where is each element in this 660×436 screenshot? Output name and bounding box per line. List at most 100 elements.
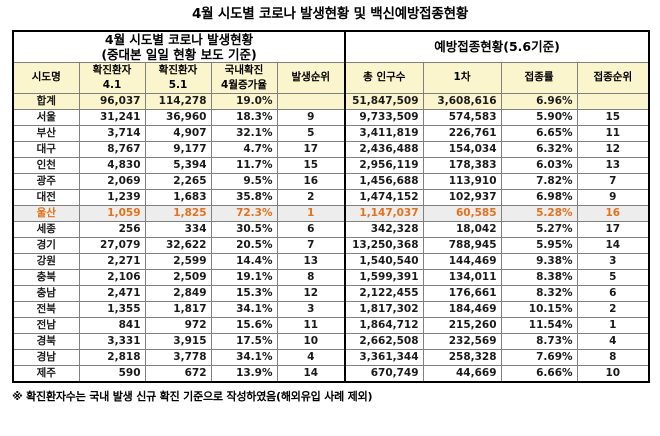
cell-growth: 72.3% [210,204,278,222]
cell-vacc-rank: 16 [576,204,651,222]
cell-vacc-rate: 6.32% [500,140,578,158]
col-header-vacc-rate-label: 접종률 [524,71,554,84]
cell-population: 1,540,540 [344,252,424,270]
cell-region: 경기 [12,236,80,254]
cell-vacc-rank: 5 [576,268,651,286]
cell-vacc-rank: 10 [576,364,651,383]
cell-case-rank: 9 [276,108,347,126]
cell-case-rank: 15 [276,156,347,174]
cell-vacc-rank: 6 [576,284,651,302]
col-header-vacc-rank: 접종순위 [576,61,651,94]
cell-population: 1,817,302 [344,300,424,318]
cell-population: 51,847,509 [344,92,424,110]
cell-growth: 19.0% [210,92,278,110]
col-header-cases-0501: 확진환자 5.1 [144,61,212,94]
cell-growth: 30.5% [210,220,278,238]
cell-growth: 34.1% [210,348,278,366]
cell-cases-0501: 672 [144,364,212,383]
col-header-dose1: 1차 [422,61,502,94]
cell-population: 1,864,712 [344,316,424,334]
cell-cases-0501: 4,907 [144,124,212,142]
table-row: 경북 3,331 3,915 17.5% 10 2,662,508 232,569 8.73%… [12,332,651,350]
table-row: 합계 96,037 114,278 19.0% 51,847,509 3,608,616 6… [12,92,651,110]
cell-vacc-rate: 5.27% [500,220,578,238]
cell-region: 전북 [12,300,80,318]
cell-cases-0401: 590 [78,364,146,383]
cell-growth: 20.5% [210,236,278,254]
cell-region: 광주 [12,172,80,190]
cell-region: 강원 [12,252,80,270]
table-row: 세종 256 334 30.5% 6 342,328 18,042 5.27% 17 [12,220,651,238]
cell-case-rank [276,92,347,110]
cell-vacc-rate: 6.03% [500,156,578,174]
table-row: 부산 3,714 4,907 32.1% 5 3,411,819 226,761 6.65% 1… [12,124,651,142]
col-header-cases-0401-sub: 4.1 [102,78,122,91]
cell-cases-0501: 1,817 [144,300,212,318]
cell-population: 2,122,455 [344,284,424,302]
col-header-vacc-rate: 접종률 [500,61,578,94]
cell-cases-0501: 3,915 [144,332,212,350]
cell-growth: 11.7% [210,156,278,174]
cell-population: 13,250,368 [344,236,424,254]
cell-cases-0501: 3,778 [144,348,212,366]
cell-growth: 35.8% [210,188,278,206]
cell-case-rank: 6 [276,220,347,238]
cell-population: 2,956,119 [344,156,424,174]
col-header-growth-label: 국내확진 [224,63,264,76]
cell-cases-0401: 2,271 [78,252,146,270]
cell-population: 2,436,488 [344,140,424,158]
table-row: 충북 2,106 2,509 19.1% 8 1,599,391 134,011 8.38% 5 [12,268,651,286]
group-header-right-line1: 예방접종현황(5.6기준) [434,39,560,55]
cell-dose1: 113,910 [422,172,502,190]
cell-vacc-rank: 4 [576,332,651,350]
table-row: 경남 2,818 3,778 34.1% 4 3,361,344 258,328 7.69% 8 [12,348,651,366]
table-body: 합계 96,037 114,278 19.0% 51,847,509 3,608,616 6… [12,92,651,383]
col-header-cases-0401-label: 확진환자 [92,63,132,76]
cell-case-rank: 8 [276,268,347,286]
cell-vacc-rank: 3 [576,252,651,270]
cell-growth: 4.7% [210,140,278,158]
cell-cases-0501: 2,509 [144,268,212,286]
col-header-population: 총 인구수 [344,61,424,94]
table-row: 울산 1,059 1,825 72.3% 1 1,147,037 60,585 5.28% 16 [12,204,651,222]
cell-case-rank: 16 [276,172,347,190]
cell-cases-0401: 1,355 [78,300,146,318]
col-header-growth: 국내확진 4월증가율 [210,61,278,94]
cell-case-rank: 11 [276,316,347,334]
cell-region: 울산 [12,204,80,222]
table-row: 충남 2,471 2,849 15.3% 12 2,122,455 176,661 8.32%… [12,284,651,302]
cell-cases-0401: 1,059 [78,204,146,222]
page-title: 4월 시도별 코로나 발생현황 및 백신예방접종현황 [191,6,469,22]
table-row: 제주 590 672 13.9% 14 670,749 44,669 6.66% 10 [12,364,651,383]
cell-vacc-rate: 8.38% [500,268,578,286]
cell-cases-0401: 96,037 [78,92,146,110]
cell-vacc-rank [576,92,651,110]
cell-dose1: 144,469 [422,252,502,270]
cell-cases-0501: 2,849 [144,284,212,302]
cell-vacc-rank: 12 [576,140,651,158]
table-row: 대구 8,767 9,177 4.7% 17 2,436,488 154,034 6.32% 1… [12,140,651,158]
group-header-row: 4월 시도별 코로나 발생현황 (중대본 일일 현황 보도 기준) 예방접종현황… [11,29,651,63]
cell-cases-0501: 2,265 [144,172,212,190]
cell-population: 2,662,508 [344,332,424,350]
cell-region: 전남 [12,316,80,334]
cell-case-rank: 1 [276,204,347,222]
cell-vacc-rank: 2 [576,300,651,318]
cell-vacc-rank: 1 [576,316,651,334]
cell-population: 1,599,391 [344,268,424,286]
cell-cases-0401: 1,239 [78,188,146,206]
col-header-dose1-label: 1차 [453,71,471,84]
col-header-cases-0401: 확진환자 4.1 [78,61,146,94]
cell-region: 충북 [12,268,80,286]
cell-population: 670,749 [344,364,424,383]
group-header-left-line1: 4월 시도별 코로나 발생현황 [104,31,254,47]
cell-region: 대전 [12,188,80,206]
cell-cases-0401: 841 [78,316,146,334]
cell-vacc-rank: 9 [576,188,651,206]
cell-growth: 15.3% [210,284,278,302]
cell-vacc-rank: 15 [576,108,651,126]
cell-case-rank: 17 [276,140,347,158]
cell-cases-0401: 2,471 [78,284,146,302]
col-header-region-label: 시도명 [31,71,61,84]
